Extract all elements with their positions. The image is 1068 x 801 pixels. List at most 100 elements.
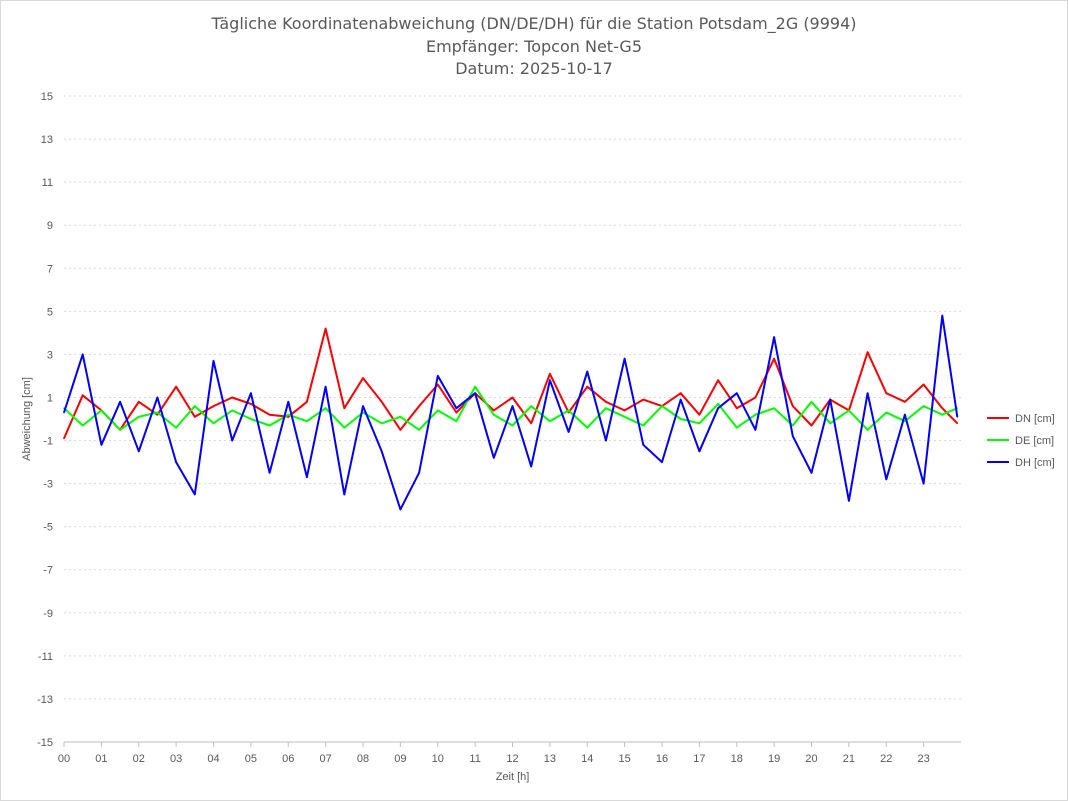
data-point	[885, 478, 888, 481]
data-point	[231, 396, 233, 399]
data-point	[829, 398, 831, 401]
data-point	[586, 370, 589, 373]
data-point	[194, 416, 196, 418]
data-point	[773, 407, 775, 410]
chart-title-line-2: Empfänger: Topcon Net-G5	[426, 37, 642, 56]
data-point	[549, 373, 551, 375]
x-tick-label: 23	[918, 753, 930, 765]
data-point	[511, 405, 514, 407]
data-point	[306, 476, 308, 478]
y-tick-label: -1	[43, 436, 53, 448]
data-point	[324, 327, 327, 330]
data-point	[81, 424, 84, 427]
data-point	[956, 416, 959, 418]
data-point	[736, 407, 738, 410]
x-tick-label: 16	[656, 753, 668, 765]
data-point	[567, 409, 570, 412]
y-tick-label: 3	[47, 349, 53, 361]
x-tick-label: 08	[357, 753, 369, 765]
y-axis-ticks: 15 13 11 9 7 5 3 1 -1 -3 -5 -7 -9 -11 -13 -15	[37, 91, 53, 749]
x-tick-label: 18	[731, 753, 743, 765]
y-tick-label: -5	[43, 522, 53, 534]
data-point	[287, 401, 290, 403]
data-point	[437, 409, 439, 412]
data-point	[866, 429, 869, 431]
legend-label: DN [cm]	[1015, 413, 1055, 425]
data-point	[362, 405, 364, 407]
y-tick-label: -9	[43, 608, 53, 620]
data-point	[380, 450, 383, 453]
data-point	[642, 424, 645, 427]
data-point	[549, 379, 551, 382]
data-point	[717, 403, 719, 405]
data-point	[324, 407, 327, 410]
data-point	[156, 396, 159, 399]
x-tick-label: 19	[768, 753, 780, 765]
data-point	[605, 401, 607, 403]
data-point	[530, 422, 532, 425]
x-tick-label: 15	[619, 753, 631, 765]
y-tick-label: 13	[41, 134, 53, 146]
data-point	[586, 385, 589, 388]
data-point	[212, 405, 215, 407]
data-point	[885, 392, 888, 395]
data-point	[156, 413, 159, 416]
legend: DN [cm] DE [cm] DH [cm]	[987, 413, 1055, 469]
data-point	[717, 379, 719, 382]
data-point	[437, 375, 439, 377]
data-point	[212, 422, 215, 425]
data-point	[530, 465, 532, 468]
data-point	[679, 398, 682, 401]
data-point	[493, 413, 495, 416]
data-point	[530, 405, 532, 407]
data-point	[418, 472, 420, 474]
legend-label: DE [cm]	[1015, 435, 1054, 447]
data-point	[100, 409, 103, 412]
data-point	[306, 401, 308, 403]
data-point	[474, 392, 476, 395]
data-point	[399, 429, 402, 431]
data-point	[866, 351, 869, 354]
data-point	[212, 360, 215, 362]
data-point	[287, 413, 290, 416]
y-tick-label: 7	[47, 263, 53, 275]
data-point	[119, 401, 121, 403]
data-point	[885, 411, 888, 414]
data-point	[511, 424, 514, 427]
data-point	[231, 409, 233, 412]
data-point	[642, 398, 645, 401]
data-point	[605, 407, 607, 410]
data-point	[829, 422, 831, 425]
x-tick-label: 05	[245, 753, 257, 765]
x-tick-label: 20	[805, 753, 817, 765]
data-point	[250, 403, 252, 405]
data-point	[511, 396, 514, 399]
x-tick-label: 04	[207, 753, 219, 765]
x-tick-label: 03	[170, 753, 182, 765]
data-point	[922, 405, 925, 407]
data-point	[287, 416, 290, 418]
data-point	[904, 401, 906, 403]
data-point	[549, 420, 551, 423]
data-point	[343, 407, 346, 410]
data-point	[754, 396, 757, 399]
x-tick-label: 02	[133, 753, 145, 765]
y-tick-label: 5	[47, 306, 53, 318]
data-point	[956, 422, 959, 425]
data-point	[63, 437, 65, 440]
data-point	[810, 401, 813, 403]
data-point	[306, 420, 308, 423]
data-point	[661, 461, 663, 463]
data-point	[605, 439, 607, 442]
chart-title: Tägliche Koordinatenabweichung (DN/DE/DH…	[210, 14, 856, 78]
data-point	[623, 416, 626, 418]
data-point	[343, 493, 346, 496]
data-point	[623, 357, 626, 360]
x-tick-label: 17	[693, 753, 705, 765]
data-point	[474, 385, 476, 388]
x-tick-label: 09	[394, 753, 406, 765]
data-point	[380, 422, 383, 425]
x-tick-label: 12	[506, 753, 518, 765]
data-point	[399, 508, 402, 511]
data-point	[418, 429, 420, 431]
